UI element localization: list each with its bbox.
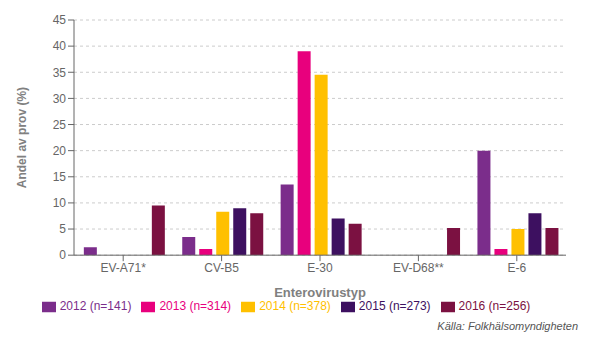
- svg-text:E-30: E-30: [307, 261, 333, 275]
- svg-text:15: 15: [53, 170, 67, 184]
- svg-text:10: 10: [53, 196, 67, 210]
- svg-text:E-6: E-6: [507, 261, 526, 275]
- svg-text:0: 0: [59, 248, 66, 262]
- html-text:2016 (n=256): 2016 (n=256): [458, 299, 531, 314]
- svg-text:Enterovirustyp: Enterovirustyp: [274, 285, 366, 300]
- svg-text:EV-D68**: EV-D68**: [393, 261, 444, 275]
- html-text:2015 (n=273): 2015 (n=273): [358, 299, 431, 314]
- svg-text:Andel av prov (%): Andel av prov (%): [15, 87, 29, 188]
- svg-text:25: 25: [53, 118, 67, 132]
- svg-text:5: 5: [59, 222, 66, 236]
- html-text:2013 (n=314): 2013 (n=314): [159, 299, 232, 314]
- html-text:Källa: Folkhälsomyndigheten: Källa: Folkhälsomyndigheten: [437, 320, 578, 332]
- svg-text:20: 20: [53, 144, 67, 158]
- svg-text:30: 30: [53, 92, 67, 106]
- svg-text:CV-B5: CV-B5: [204, 261, 239, 275]
- svg-text:40: 40: [53, 39, 67, 53]
- html-text:2012 (n=141): 2012 (n=141): [59, 299, 132, 314]
- html-text:2014 (n=378): 2014 (n=378): [259, 299, 331, 314]
- svg-text:35: 35: [53, 66, 67, 80]
- svg-text:45: 45: [53, 13, 67, 27]
- svg-text:EV-A71*: EV-A71*: [101, 261, 147, 275]
